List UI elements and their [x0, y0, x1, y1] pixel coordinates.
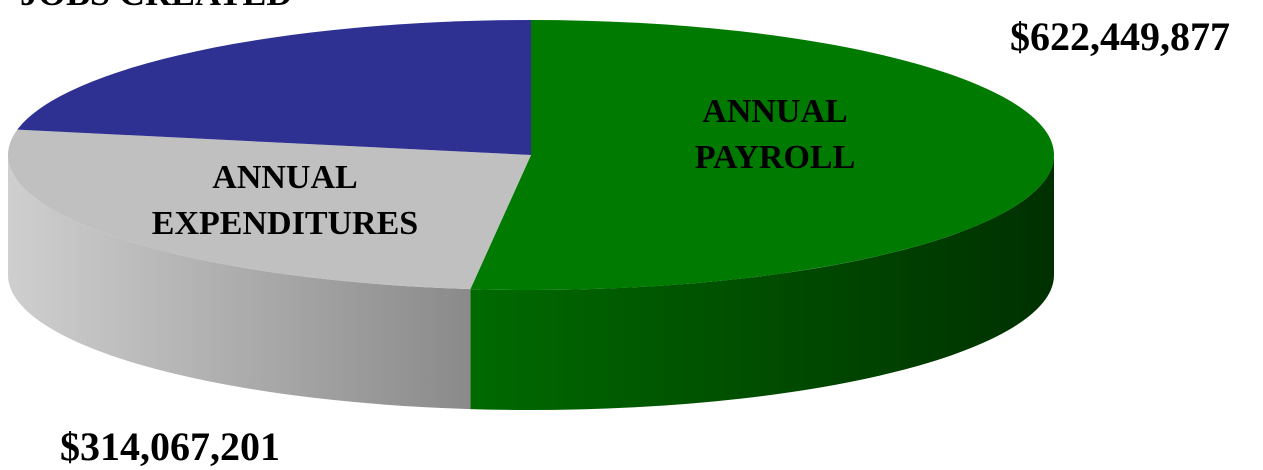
value-label: $314,067,201: [60, 424, 280, 469]
label-line: EXPENDITURES: [152, 205, 418, 242]
label-line: PAYROLL: [695, 139, 856, 176]
slice-side: [470, 155, 1054, 410]
slice: [470, 20, 1055, 290]
slice: [17, 19, 532, 155]
label-line: ANNUAL: [212, 159, 357, 196]
label-line: ANNUAL: [702, 93, 847, 130]
value-label: $622,449,877: [1010, 14, 1230, 59]
slice-label: ANNUAL EXPENDITURES: [152, 159, 418, 242]
slice-side: [8, 155, 471, 410]
slice-label: JOBS CREATED: [20, 0, 292, 13]
slice: [7, 129, 532, 290]
slice-label: ANNUAL PAYROLL: [695, 93, 856, 176]
